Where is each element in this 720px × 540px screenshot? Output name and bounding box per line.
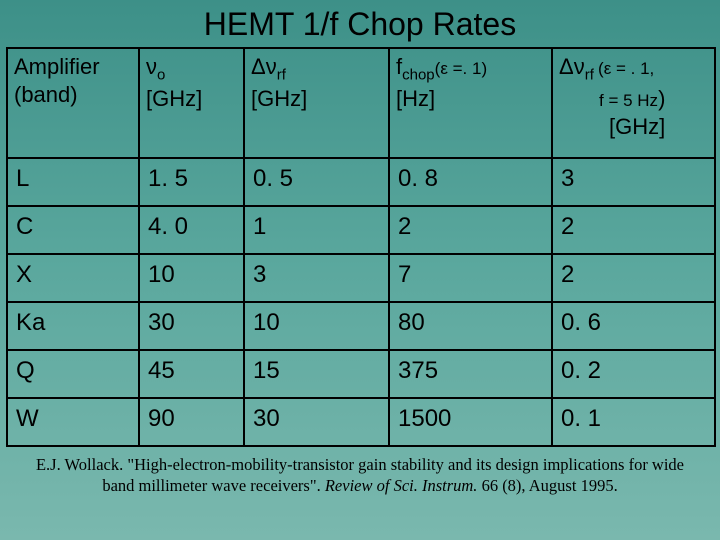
cell-fchop: 80	[389, 302, 552, 350]
table-row: W 90 30 1500 0. 1	[7, 398, 715, 446]
cell-fchop: 1500	[389, 398, 552, 446]
header-paren: (ε = . 1,	[598, 59, 654, 78]
cell-nu: 90	[139, 398, 244, 446]
cell-dnu2: 2	[552, 206, 715, 254]
citation-journal: Review of Sci. Instrum.	[325, 476, 478, 495]
cell-nu: 1. 5	[139, 158, 244, 206]
cell-nu: 10	[139, 254, 244, 302]
header-unit: [GHz]	[146, 86, 202, 111]
header-close: )	[658, 86, 665, 111]
header-delta-nu-rf-2: Δνrf (ε = . 1, f = 5 Hz) [GHz]	[552, 48, 715, 158]
slide-title: HEMT 1/f Chop Rates	[0, 0, 720, 47]
citation: E.J. Wollack. "High-electron-mobility-tr…	[0, 447, 720, 496]
table-row: L 1. 5 0. 5 0. 8 3	[7, 158, 715, 206]
header-paren: (ε =. 1)	[435, 59, 487, 78]
cell-band: X	[7, 254, 139, 302]
cell-band: Q	[7, 350, 139, 398]
cell-nu: 45	[139, 350, 244, 398]
header-text: (band)	[14, 82, 78, 107]
cell-dnu: 15	[244, 350, 389, 398]
cell-dnu: 0. 5	[244, 158, 389, 206]
cell-band: C	[7, 206, 139, 254]
table-row: X 10 3 7 2	[7, 254, 715, 302]
header-line2: f = 5 Hz	[559, 91, 658, 110]
cell-dnu2: 0. 2	[552, 350, 715, 398]
header-unit: [Hz]	[396, 86, 435, 111]
cell-dnu2: 0. 1	[552, 398, 715, 446]
cell-dnu: 30	[244, 398, 389, 446]
citation-rest: 66 (8), August 1995.	[477, 476, 617, 495]
cell-fchop: 375	[389, 350, 552, 398]
header-subscript: rf	[585, 66, 598, 83]
table-body: L 1. 5 0. 5 0. 8 3 C 4. 0 1 2 2 X 10 3 7…	[7, 158, 715, 446]
cell-band: Ka	[7, 302, 139, 350]
header-subscript: rf	[277, 66, 286, 83]
header-delta-nu-rf: Δνrf [GHz]	[244, 48, 389, 158]
cell-fchop: 0. 8	[389, 158, 552, 206]
table-row: C 4. 0 1 2 2	[7, 206, 715, 254]
cell-fchop: 7	[389, 254, 552, 302]
cell-dnu2: 2	[552, 254, 715, 302]
header-nu-o: νo [GHz]	[139, 48, 244, 158]
cell-band: L	[7, 158, 139, 206]
cell-dnu2: 0. 6	[552, 302, 715, 350]
chop-rates-table: Amplifier (band) νo [GHz] Δνrf [GHz] fch…	[6, 47, 716, 447]
header-unit: [GHz]	[251, 86, 307, 111]
cell-dnu: 3	[244, 254, 389, 302]
header-fchop: fchop(ε =. 1) [Hz]	[389, 48, 552, 158]
cell-band: W	[7, 398, 139, 446]
header-symbol: ν	[146, 54, 157, 79]
table-row: Ka 30 10 80 0. 6	[7, 302, 715, 350]
header-text: Amplifier	[14, 54, 100, 79]
header-symbol: Δν	[559, 54, 585, 79]
header-amplifier: Amplifier (band)	[7, 48, 139, 158]
cell-fchop: 2	[389, 206, 552, 254]
cell-nu: 30	[139, 302, 244, 350]
cell-dnu: 1	[244, 206, 389, 254]
cell-dnu2: 3	[552, 158, 715, 206]
header-symbol: Δν	[251, 54, 277, 79]
table-header-row: Amplifier (band) νo [GHz] Δνrf [GHz] fch…	[7, 48, 715, 158]
table-row: Q 45 15 375 0. 2	[7, 350, 715, 398]
cell-dnu: 10	[244, 302, 389, 350]
header-unit: [GHz]	[559, 114, 665, 139]
header-subscript: chop	[402, 66, 435, 83]
cell-nu: 4. 0	[139, 206, 244, 254]
citation-author: E.J. Wollack.	[36, 455, 127, 474]
header-subscript: o	[157, 66, 165, 83]
